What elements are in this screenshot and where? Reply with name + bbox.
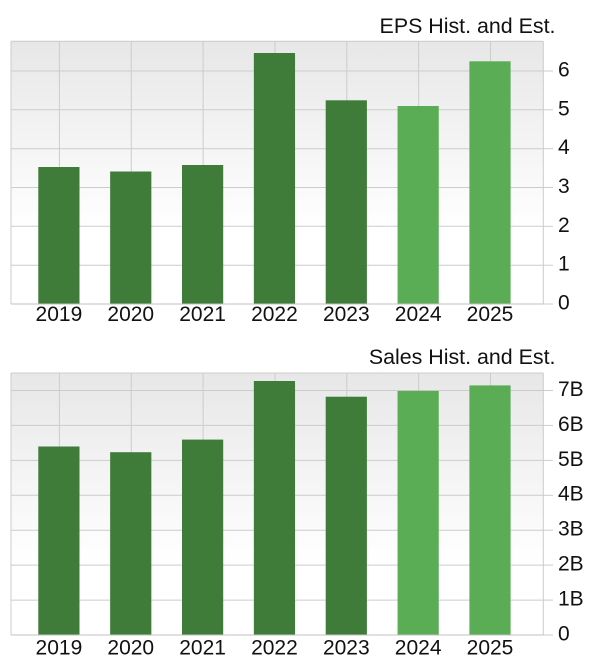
svg-text:2021: 2021 xyxy=(179,637,226,660)
svg-text:1: 1 xyxy=(558,253,570,276)
svg-text:0: 0 xyxy=(558,292,570,315)
svg-text:3B: 3B xyxy=(558,518,584,541)
svg-text:2023: 2023 xyxy=(323,303,370,326)
svg-text:2023: 2023 xyxy=(323,637,370,660)
svg-text:5B: 5B xyxy=(558,448,584,471)
svg-text:2019: 2019 xyxy=(36,637,83,660)
svg-text:1B: 1B xyxy=(558,587,584,610)
svg-text:EPS Hist. and Est.: EPS Hist. and Est. xyxy=(380,14,556,38)
svg-text:4: 4 xyxy=(558,136,570,159)
svg-text:2019: 2019 xyxy=(36,303,83,326)
svg-text:0: 0 xyxy=(558,622,570,645)
svg-text:2024: 2024 xyxy=(395,637,442,660)
svg-text:2020: 2020 xyxy=(107,637,154,660)
svg-text:6B: 6B xyxy=(558,413,584,436)
svg-text:2: 2 xyxy=(558,214,570,237)
svg-text:2025: 2025 xyxy=(467,637,514,660)
svg-text:2024: 2024 xyxy=(395,303,442,326)
svg-text:7B: 7B xyxy=(558,378,584,401)
svg-text:2B: 2B xyxy=(558,553,584,576)
svg-text:5: 5 xyxy=(558,97,570,120)
svg-text:2022: 2022 xyxy=(251,303,298,326)
svg-text:2020: 2020 xyxy=(107,303,154,326)
svg-text:4B: 4B xyxy=(558,483,584,506)
svg-text:2022: 2022 xyxy=(251,637,298,660)
svg-text:6: 6 xyxy=(558,59,570,82)
svg-text:2021: 2021 xyxy=(179,303,226,326)
svg-text:3: 3 xyxy=(558,175,570,198)
svg-text:Sales Hist. and Est.: Sales Hist. and Est. xyxy=(369,345,556,369)
svg-text:2025: 2025 xyxy=(467,303,514,326)
